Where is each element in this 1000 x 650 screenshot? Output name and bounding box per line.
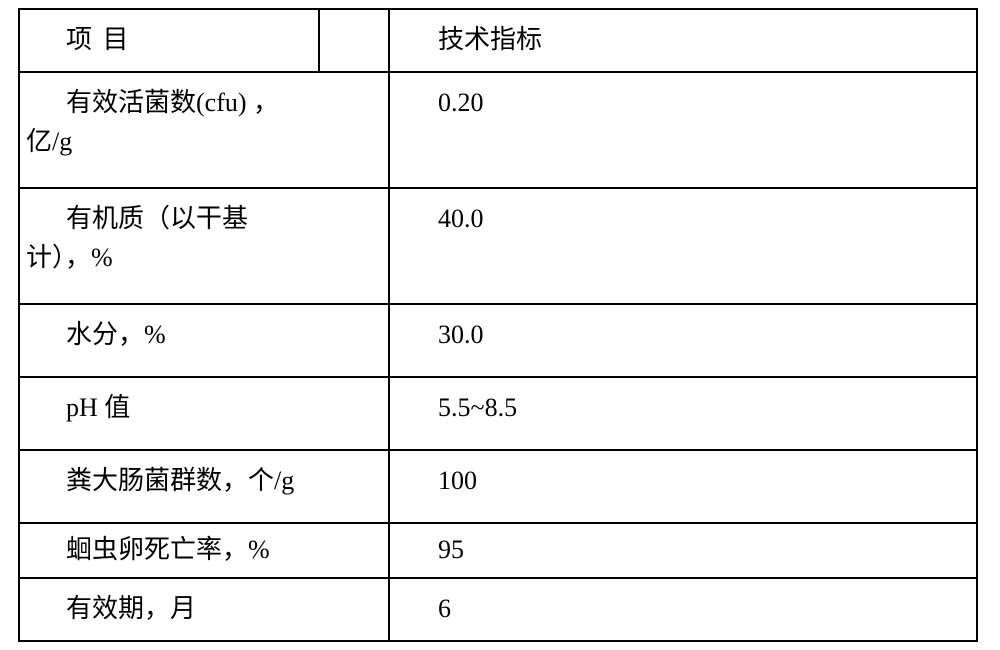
row-label-cell: 有机质（以干基 计），% [19,188,389,304]
row-label: 有效期，月 [66,594,196,623]
table-row: 有效期，月 6 [19,578,977,641]
header-cell-empty [319,9,389,72]
row-label-cell: 粪大肠菌群数，个/g [19,450,389,523]
row-value: 100 [438,466,477,495]
table-row: 粪大肠菌群数，个/g 100 [19,450,977,523]
row-value: 5.5~8.5 [438,393,517,422]
row-label-line2: 计），% [26,238,374,277]
row-value: 6 [438,594,451,623]
row-value-cell: 95 [389,523,977,578]
table-row: 水分，% 30.0 [19,304,977,377]
table-header-row: 项 目 技术指标 [19,9,977,72]
table-row: pH 值 5.5~8.5 [19,377,977,450]
row-label-line2: 亿/g [26,122,374,161]
row-value: 0.20 [438,88,484,117]
row-label-cell: pH 值 [19,377,389,450]
row-label-cell: 蛔虫卵死亡率，% [19,523,389,578]
row-value-cell: 100 [389,450,977,523]
header-label-spec: 技术指标 [438,25,542,54]
table-row: 蛔虫卵死亡率，% 95 [19,523,977,578]
row-label-cell: 有效期，月 [19,578,389,641]
row-label: 粪大肠菌群数，个/g [66,466,294,495]
table-row: 有效活菌数(cfu) ， 亿/g 0.20 [19,72,977,188]
row-label: 水分，% [66,320,166,349]
row-value-cell: 6 [389,578,977,641]
spec-table: 项 目 技术指标 有效活菌数(cfu) ， 亿/g 0.20 有机质（以干基 计… [18,8,978,642]
row-label-cell: 有效活菌数(cfu) ， 亿/g [19,72,389,188]
table-row: 有机质（以干基 计），% 40.0 [19,188,977,304]
row-label-cell: 水分，% [19,304,389,377]
row-label-line1: 有效活菌数(cfu) ， [66,83,374,122]
row-value: 30.0 [438,320,484,349]
header-label-project: 项 目 [66,25,131,54]
row-value-cell: 30.0 [389,304,977,377]
row-value: 40.0 [438,204,484,233]
row-label: 蛔虫卵死亡率，% [66,535,270,564]
header-cell-spec: 技术指标 [389,9,977,72]
row-value-cell: 0.20 [389,72,977,188]
row-label: pH 值 [66,393,130,422]
row-value-cell: 5.5~8.5 [389,377,977,450]
row-label-line1: 有机质（以干基 [66,199,374,238]
row-value: 95 [438,535,464,564]
header-cell-project: 项 目 [19,9,319,72]
row-value-cell: 40.0 [389,188,977,304]
